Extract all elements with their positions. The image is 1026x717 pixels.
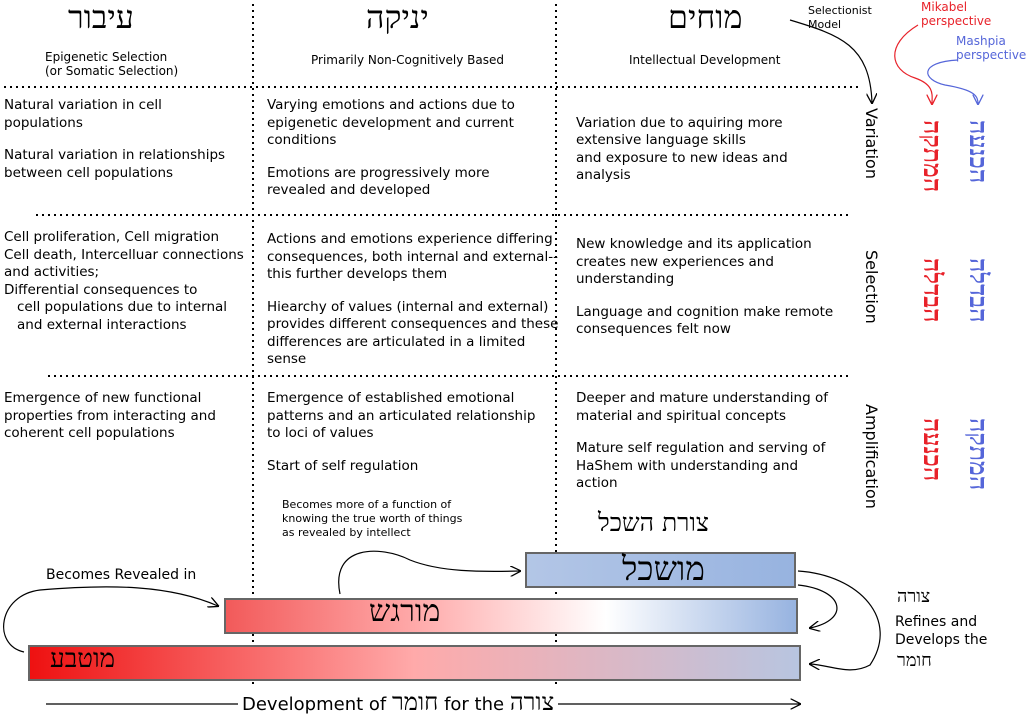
row-amplification-mashpia-heb: המתקה — [964, 418, 993, 491]
cell-variation-yenika: Varying emotions and actions due to epig… — [267, 97, 515, 198]
cell-amplification-yenika: Emergence of established emotional patte… — [267, 390, 536, 474]
cell-variation-mochin: Variation due to aquiring more extensive… — [576, 114, 788, 184]
annotation-becomes-revealed: Becomes Revealed in — [46, 567, 197, 583]
footer-pre: Development of — [242, 694, 387, 715]
bar-mushkal-label: מושכל — [622, 549, 705, 588]
mashpia-arrow — [927, 59, 978, 104]
row-label-selection: Selection — [862, 250, 881, 324]
footer-chomer: חומר — [391, 688, 439, 716]
cell-variation-ibur: Natural variation in cell populations Na… — [4, 97, 226, 181]
col-heading-ibur: עיבור — [68, 0, 134, 36]
row-selection-mikabel-heb: הבדלה — [918, 258, 947, 323]
row-variation-mikabel-heb: המתקה — [918, 120, 947, 193]
col-subheading-3: Intellectual Development — [629, 53, 781, 67]
col-heading-yenika: יניקה — [366, 0, 429, 36]
bar-mushkal: מושכל — [525, 549, 796, 588]
annotation-tzuras-hasechel: צורת השכל — [598, 508, 709, 537]
bar-mutba: מוטבע — [28, 644, 801, 681]
arrow-refine-2 — [797, 584, 838, 628]
cell-selection-ibur: Cell proliferation, Cell migration Cell … — [4, 229, 244, 333]
annotation-chomer: חומר — [897, 650, 932, 671]
row-amplification-mikabel-heb: הכנעה — [918, 418, 947, 482]
arrow-refine-1 — [797, 570, 881, 671]
legend-mashpia: Mashpia perspective — [956, 34, 1026, 62]
legend-mikabel: Mikabel perspective — [921, 0, 992, 28]
col-subheading-2: Primarily Non-Cognitively Based — [311, 53, 504, 67]
cell-selection-yenika: Actions and emotions experience differin… — [267, 231, 559, 367]
annotation-tzura: צורה — [897, 586, 931, 607]
annotation-refines: Refines and Develops the — [895, 614, 988, 648]
footer-mid: for the — [444, 694, 505, 715]
footer-caption: Development of חומר for the צורה — [238, 688, 559, 717]
legend-selectionist: Selectionist Model — [808, 4, 872, 31]
row-label-variation: Variation — [862, 108, 881, 179]
selectionist-arrow — [789, 19, 872, 103]
cell-amplification-mochin: Deeper and mature understanding of mater… — [576, 390, 828, 491]
cell-selection-mochin: New knowledge and its application create… — [576, 236, 834, 337]
arrow-becomes-revealed — [3, 586, 218, 653]
cell-amplification-ibur: Emergence of new functional properties f… — [4, 390, 216, 441]
bar-murgash-label: מורגש — [369, 594, 441, 629]
col-heading-mochin: מוחים — [668, 0, 743, 36]
row-variation-mashpia-heb: הכנעה — [964, 120, 993, 184]
footer-tzura: צורה — [509, 688, 555, 716]
annotation-becomes-function: Becomes more of a function of knowing th… — [282, 498, 463, 539]
row-label-amplification: Amplification — [862, 404, 881, 509]
mikabel-arrow — [894, 24, 932, 104]
col-subheading-1: Epigenetic Selection (or Somatic Selecti… — [45, 50, 179, 78]
bar-mutba-label: מוטבע — [50, 644, 116, 674]
arrow-to-mushkal — [338, 550, 520, 595]
row-selection-mashpia-heb: הבדלה — [964, 258, 993, 323]
bar-murgash: מורגש — [224, 594, 798, 634]
